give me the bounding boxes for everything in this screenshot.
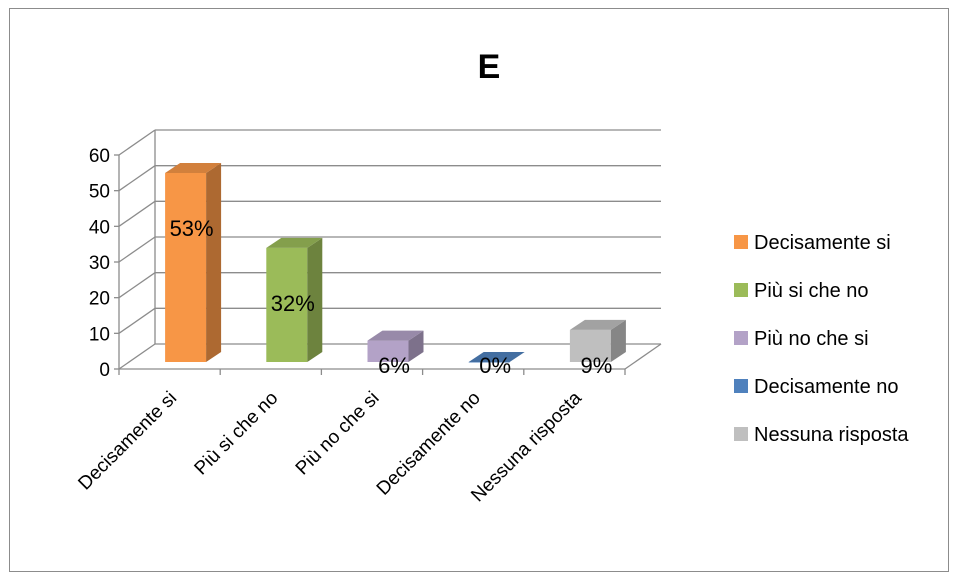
bar-side xyxy=(408,330,424,362)
bar-3 xyxy=(367,330,424,362)
bar-5 xyxy=(569,319,626,362)
gridline-side xyxy=(118,165,156,192)
legend-swatch xyxy=(734,427,748,441)
bar-top xyxy=(165,162,222,173)
legend-swatch xyxy=(734,379,748,393)
legend-swatch xyxy=(734,235,748,249)
bar-top xyxy=(468,352,525,362)
y-tick-label: 10 xyxy=(89,324,110,345)
x-tick-label: Più si che no xyxy=(191,388,283,480)
bar-side xyxy=(610,319,626,362)
gridline-side xyxy=(118,272,156,299)
gridline-side xyxy=(118,236,156,263)
legend-label: Decisamente si xyxy=(754,232,891,254)
legend-label: Nessuna risposta xyxy=(754,424,909,446)
chart-title: E xyxy=(478,48,501,86)
data-label: 6% xyxy=(378,353,410,378)
legend: Decisamente si Più si che no Più no che si… xyxy=(734,232,909,446)
legend-swatch xyxy=(734,331,748,345)
bar-top xyxy=(569,319,626,330)
bar-side xyxy=(307,237,323,362)
gridline-side xyxy=(118,343,156,370)
bar-top xyxy=(367,330,424,341)
data-label: 0% xyxy=(479,353,511,378)
gridline-side xyxy=(118,307,156,334)
legend-label: Più si che no xyxy=(754,280,869,302)
bar-front xyxy=(266,247,308,362)
bar-2 xyxy=(266,237,323,362)
bar-front xyxy=(569,329,611,362)
data-label: 32% xyxy=(271,291,315,316)
legend-swatch xyxy=(734,283,748,297)
x-tick-label: Più no che si xyxy=(292,388,384,480)
x-tick-label: Nessuna risposta xyxy=(467,387,586,506)
bar-front xyxy=(367,340,409,362)
gridlines xyxy=(118,129,661,370)
y-tick-label: 50 xyxy=(89,182,110,203)
data-label: 53% xyxy=(170,216,214,241)
data-label: 9% xyxy=(581,353,613,378)
y-tick-label: 0 xyxy=(99,360,110,381)
y-tick-label: 40 xyxy=(89,217,110,238)
bar-front xyxy=(165,172,207,362)
bar-1 xyxy=(165,162,222,362)
y-tick-label: 60 xyxy=(89,146,110,167)
bar-top xyxy=(266,237,323,248)
bar-4 xyxy=(468,352,525,363)
legend-label: Decisamente no xyxy=(754,376,899,398)
floor-right-edge xyxy=(624,343,662,370)
bars xyxy=(165,162,626,363)
axes: 0 10 20 30 40 50 60 Decisamente si Più si che no… xyxy=(74,130,662,506)
legend-label: Più no che si xyxy=(754,328,869,350)
data-labels: 53% 32% 6% 0% 9% xyxy=(170,216,613,378)
y-tick-label: 20 xyxy=(89,289,110,310)
gridline-side xyxy=(118,129,156,156)
bar-front xyxy=(468,362,510,363)
x-tick-label: Decisamente si xyxy=(74,388,181,495)
gridline-side xyxy=(118,200,156,227)
bar-side xyxy=(206,162,222,362)
y-tick-label: 30 xyxy=(89,253,110,274)
x-tick-label: Decisamente no xyxy=(373,388,485,500)
